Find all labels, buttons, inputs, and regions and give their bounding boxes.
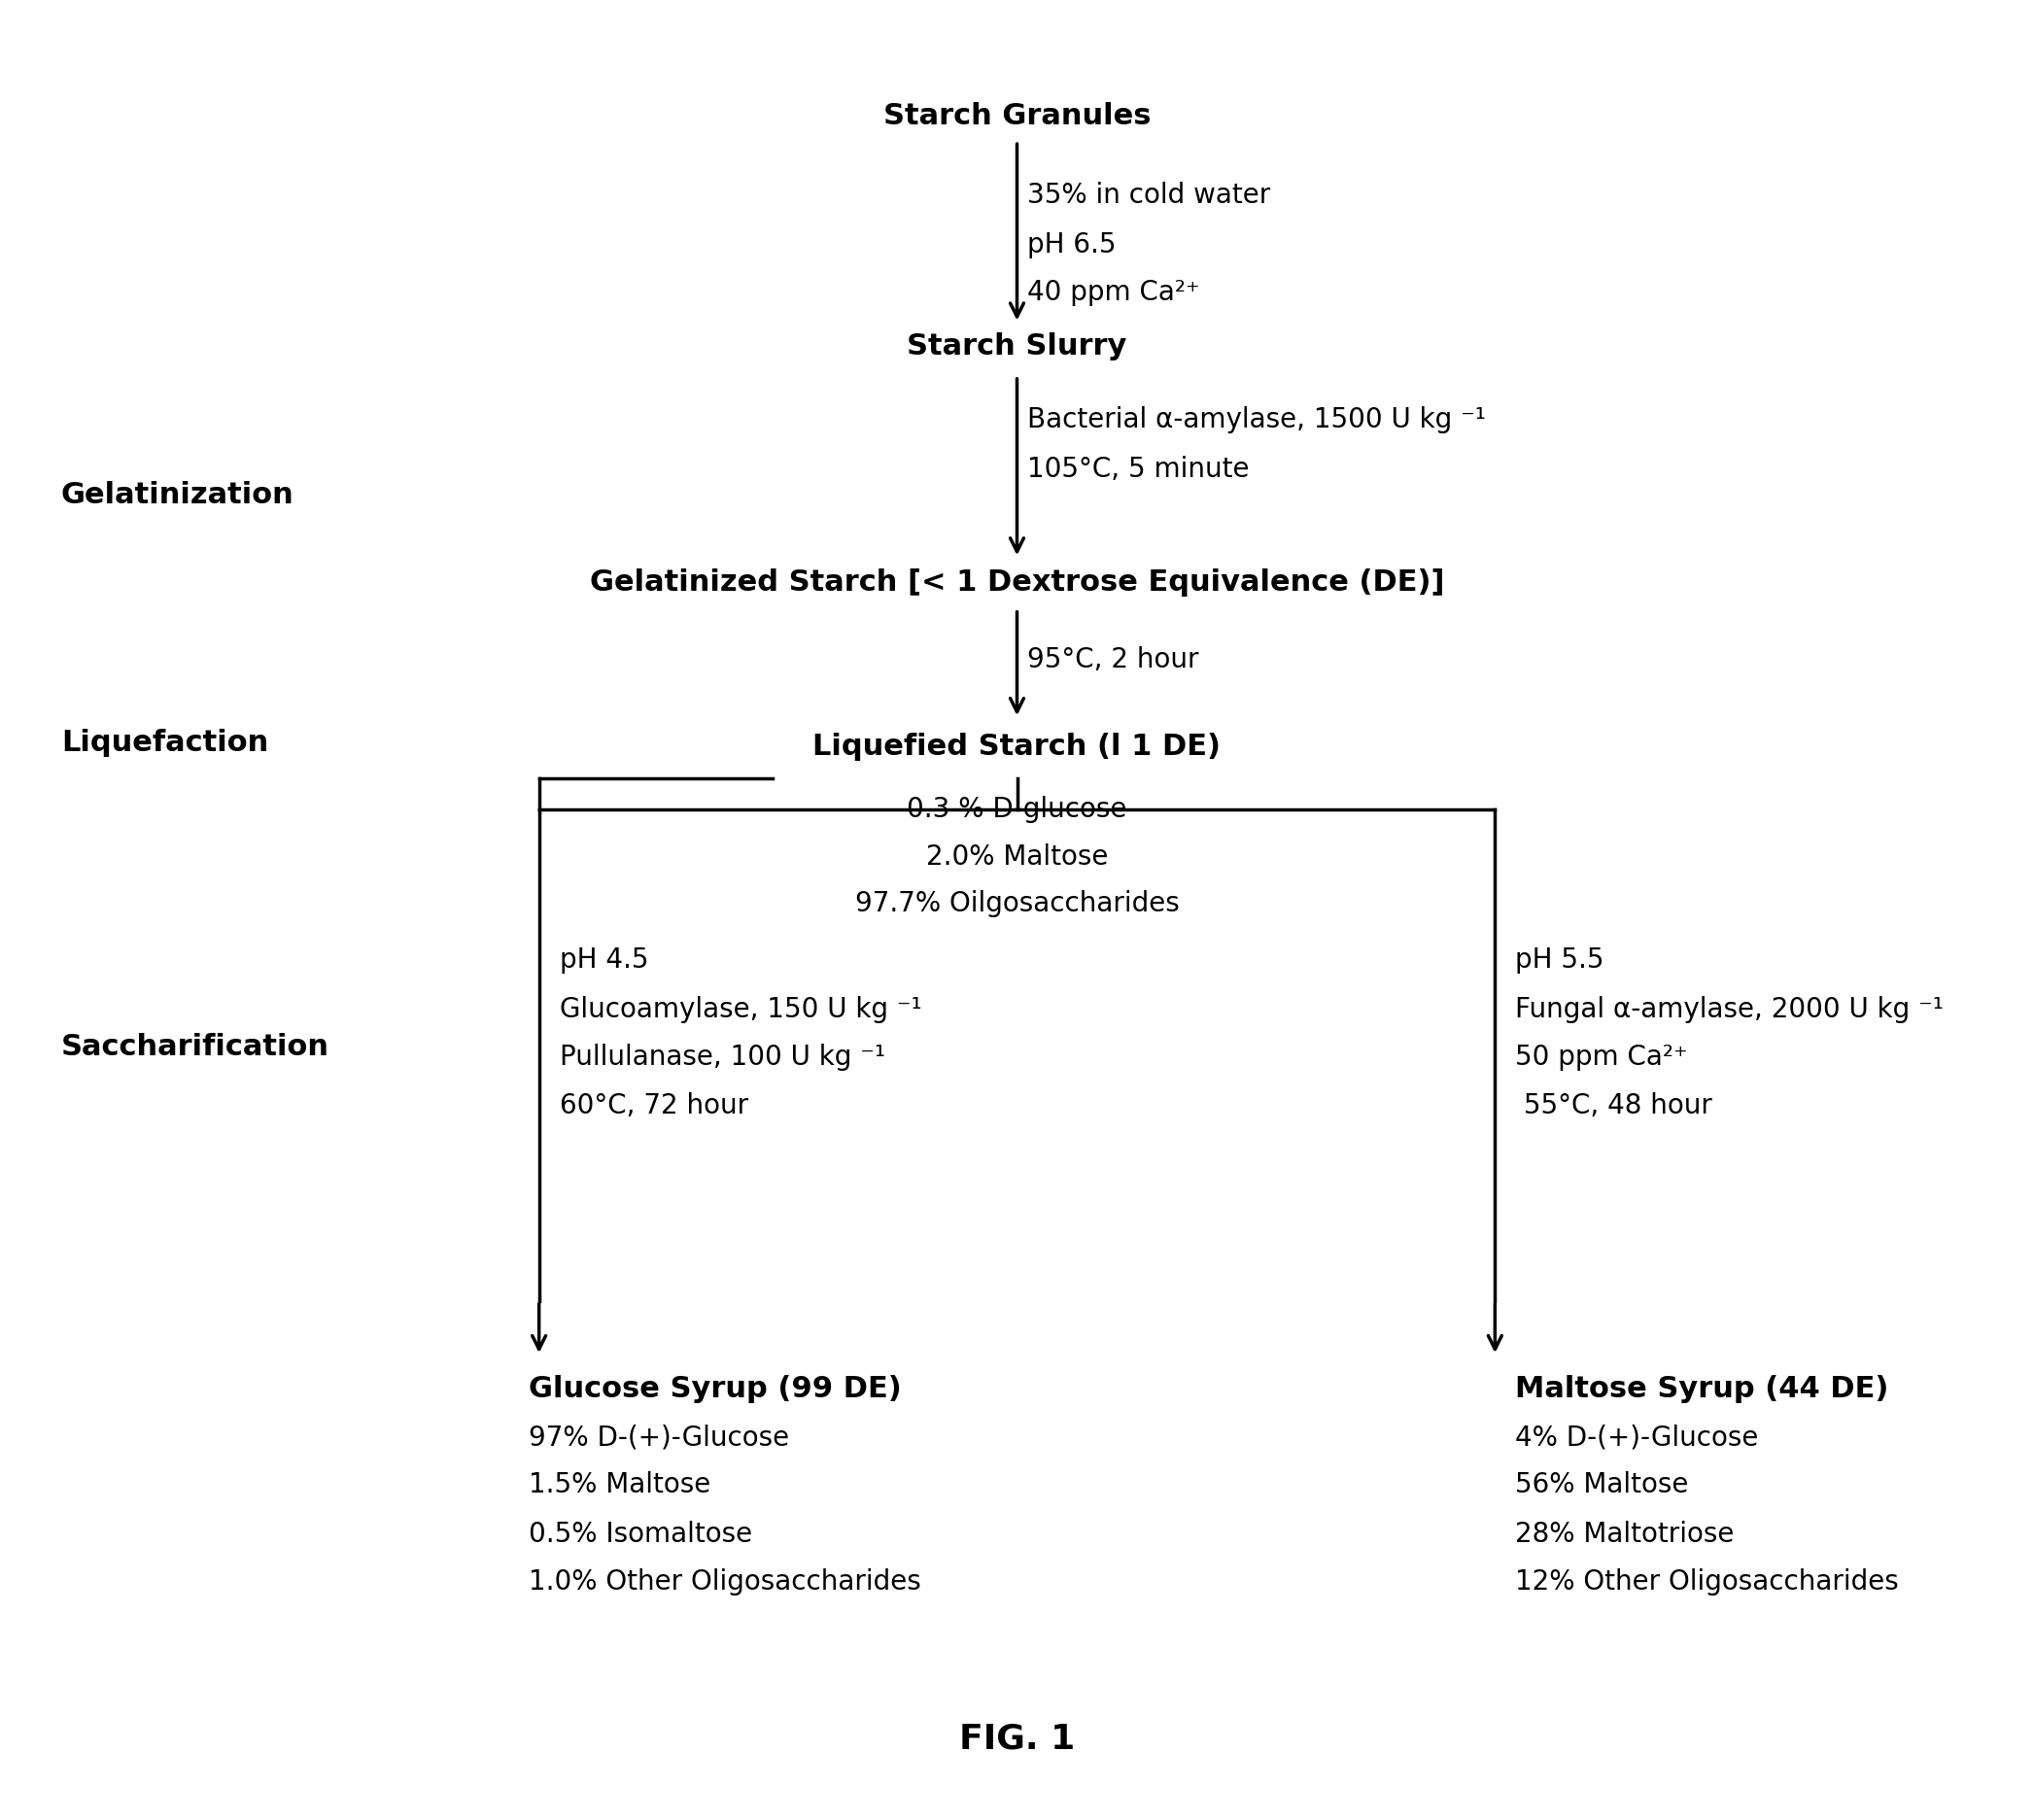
Text: Glucoamylase, 150 U kg ⁻¹: Glucoamylase, 150 U kg ⁻¹ <box>559 996 921 1023</box>
Text: 97% D-(+)-Glucose: 97% D-(+)-Glucose <box>529 1423 789 1451</box>
Text: 55°C, 48 hour: 55°C, 48 hour <box>1515 1092 1713 1119</box>
Text: 28% Maltotriose: 28% Maltotriose <box>1515 1520 1735 1547</box>
Text: Maltose Syrup (44 DE): Maltose Syrup (44 DE) <box>1515 1374 1890 1401</box>
Text: 60°C, 72 hour: 60°C, 72 hour <box>559 1092 749 1119</box>
Text: Gelatinization: Gelatinization <box>61 480 295 510</box>
Text: Glucose Syrup (99 DE): Glucose Syrup (99 DE) <box>529 1374 901 1401</box>
Text: Starch Slurry: Starch Slurry <box>907 331 1127 360</box>
Text: Bacterial α-amylase, 1500 U kg ⁻¹: Bacterial α-amylase, 1500 U kg ⁻¹ <box>1027 406 1485 433</box>
Text: Gelatinized Starch [< 1 Dextrose Equivalence (DE)]: Gelatinized Starch [< 1 Dextrose Equival… <box>590 568 1444 597</box>
Text: 105°C, 5 minute: 105°C, 5 minute <box>1027 455 1249 482</box>
Text: Liquefaction: Liquefaction <box>61 728 268 757</box>
Text: 4% D-(+)-Glucose: 4% D-(+)-Glucose <box>1515 1423 1759 1451</box>
Text: pH 5.5: pH 5.5 <box>1515 946 1605 974</box>
Text: 40 ppm Ca²⁺: 40 ppm Ca²⁺ <box>1027 278 1200 306</box>
Text: pH 4.5: pH 4.5 <box>559 946 649 974</box>
Text: Fungal α-amylase, 2000 U kg ⁻¹: Fungal α-amylase, 2000 U kg ⁻¹ <box>1515 996 1945 1023</box>
Text: 12% Other Oligosaccharides: 12% Other Oligosaccharides <box>1515 1567 1900 1594</box>
Text: 0.5% Isomaltose: 0.5% Isomaltose <box>529 1520 753 1547</box>
Text: Liquefied Starch (l 1 DE): Liquefied Starch (l 1 DE) <box>814 732 1220 761</box>
Text: pH 6.5: pH 6.5 <box>1027 231 1117 258</box>
Text: 1.5% Maltose: 1.5% Maltose <box>529 1471 710 1498</box>
Text: FIG. 1: FIG. 1 <box>960 1722 1074 1754</box>
Text: 56% Maltose: 56% Maltose <box>1515 1471 1688 1498</box>
Text: 97.7% Oilgosaccharides: 97.7% Oilgosaccharides <box>854 890 1180 917</box>
Text: 2.0% Maltose: 2.0% Maltose <box>925 843 1109 870</box>
Text: 35% in cold water: 35% in cold water <box>1027 182 1271 209</box>
Text: Starch Granules: Starch Granules <box>883 102 1151 131</box>
Text: 0.3 % D-glucose: 0.3 % D-glucose <box>907 795 1127 823</box>
Text: 1.0% Other Oligosaccharides: 1.0% Other Oligosaccharides <box>529 1567 921 1594</box>
Text: 50 ppm Ca²⁺: 50 ppm Ca²⁺ <box>1515 1043 1688 1070</box>
Text: Saccharification: Saccharification <box>61 1032 330 1061</box>
Text: 95°C, 2 hour: 95°C, 2 hour <box>1027 646 1198 673</box>
Text: Pullulanase, 100 U kg ⁻¹: Pullulanase, 100 U kg ⁻¹ <box>559 1043 885 1070</box>
